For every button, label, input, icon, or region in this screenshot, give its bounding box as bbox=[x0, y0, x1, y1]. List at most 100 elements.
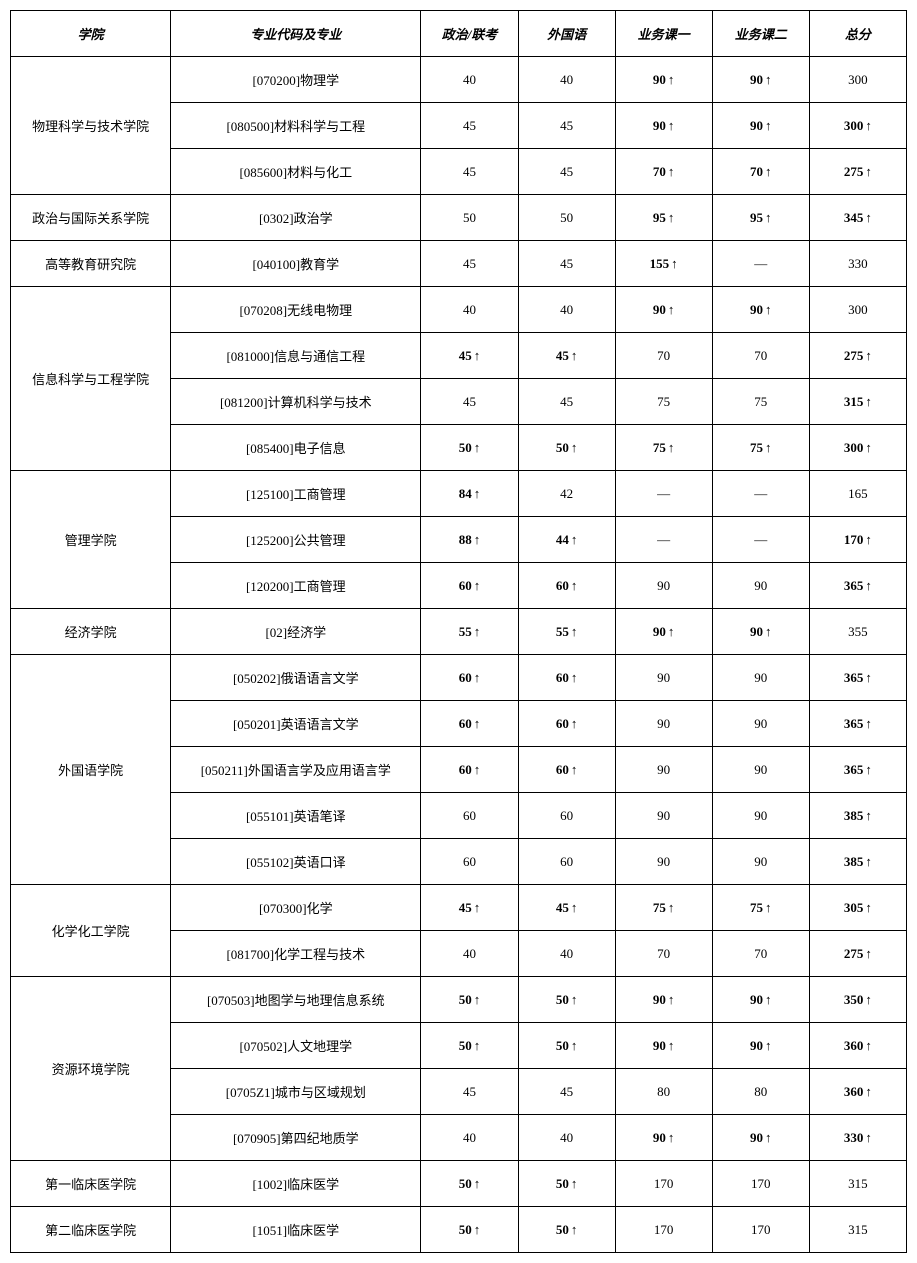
up-arrow-icon: ↑ bbox=[474, 440, 481, 455]
score-course2-value: — bbox=[754, 532, 767, 548]
score-politics-value: 60 bbox=[459, 670, 472, 686]
college-cell: 政治与国际关系学院 bbox=[11, 195, 171, 241]
score-politics-value: 45 bbox=[463, 164, 476, 180]
up-arrow-icon: ↑ bbox=[865, 1084, 872, 1099]
score-foreign: 40 bbox=[518, 57, 615, 103]
score-course2-value: 90 bbox=[754, 854, 767, 870]
score-total-value: 330 bbox=[844, 1130, 864, 1146]
score-course1-value: 90 bbox=[653, 118, 666, 134]
score-politics: 45 bbox=[421, 1069, 518, 1115]
score-course1: 90↑ bbox=[615, 103, 712, 149]
up-arrow-icon: ↑ bbox=[474, 716, 481, 731]
score-foreign-value: 45 bbox=[560, 256, 573, 272]
score-foreign: 60 bbox=[518, 839, 615, 885]
score-foreign: 45 bbox=[518, 379, 615, 425]
table-row: 经济学院[02]经济学55↑55↑90↑90↑355 bbox=[11, 609, 907, 655]
major-cell: [1051]临床医学 bbox=[171, 1207, 421, 1253]
score-total: 365↑ bbox=[809, 701, 906, 747]
college-cell: 信息科学与工程学院 bbox=[11, 287, 171, 471]
up-arrow-icon: ↑ bbox=[571, 762, 578, 777]
score-course1-value: 90 bbox=[657, 808, 670, 824]
score-course2-value: 75 bbox=[754, 394, 767, 410]
score-foreign-value: 50 bbox=[556, 1222, 569, 1238]
score-foreign-value: 60 bbox=[556, 762, 569, 778]
score-politics: 50↑ bbox=[421, 1207, 518, 1253]
score-total: 365↑ bbox=[809, 563, 906, 609]
score-course2-value: 75 bbox=[750, 440, 763, 456]
up-arrow-icon: ↑ bbox=[668, 1130, 675, 1145]
score-course2: 170 bbox=[712, 1161, 809, 1207]
score-course1: 90 bbox=[615, 655, 712, 701]
score-course2-value: — bbox=[754, 486, 767, 502]
score-politics-value: 50 bbox=[459, 1176, 472, 1192]
score-politics-value: 45 bbox=[463, 1084, 476, 1100]
score-politics-value: 40 bbox=[463, 946, 476, 962]
score-foreign: 50↑ bbox=[518, 977, 615, 1023]
table-row: 第二临床医学院[1051]临床医学50↑50↑170170315 bbox=[11, 1207, 907, 1253]
score-foreign: 40 bbox=[518, 287, 615, 333]
score-course1-value: 75 bbox=[653, 440, 666, 456]
score-politics: 60 bbox=[421, 839, 518, 885]
score-total: 360↑ bbox=[809, 1023, 906, 1069]
score-course1: 155↑ bbox=[615, 241, 712, 287]
table-header-row: 学院 专业代码及专业 政治/联考 外国语 业务课一 业务课二 总分 bbox=[11, 11, 907, 57]
score-course1-value: 90 bbox=[653, 1038, 666, 1054]
major-cell: [02]经济学 bbox=[171, 609, 421, 655]
up-arrow-icon: ↑ bbox=[668, 900, 675, 915]
score-foreign-value: 45 bbox=[560, 394, 573, 410]
major-cell: [070503]地图学与地理信息系统 bbox=[171, 977, 421, 1023]
th-college: 学院 bbox=[11, 11, 171, 57]
score-politics: 60↑ bbox=[421, 563, 518, 609]
major-cell: [070208]无线电物理 bbox=[171, 287, 421, 333]
score-course2: 90↑ bbox=[712, 1023, 809, 1069]
score-course1: 75↑ bbox=[615, 885, 712, 931]
score-course2: 95↑ bbox=[712, 195, 809, 241]
score-foreign: 45 bbox=[518, 103, 615, 149]
score-politics-value: 50 bbox=[463, 210, 476, 226]
score-course2-value: 95 bbox=[750, 210, 763, 226]
score-course1: 90 bbox=[615, 701, 712, 747]
up-arrow-icon: ↑ bbox=[765, 900, 772, 915]
up-arrow-icon: ↑ bbox=[668, 72, 675, 87]
up-arrow-icon: ↑ bbox=[571, 1222, 578, 1237]
score-total-value: 315 bbox=[848, 1222, 868, 1238]
score-total: 350↑ bbox=[809, 977, 906, 1023]
up-arrow-icon: ↑ bbox=[765, 1038, 772, 1053]
score-course2-value: 70 bbox=[754, 946, 767, 962]
major-cell: [070200]物理学 bbox=[171, 57, 421, 103]
score-course2-value: — bbox=[754, 256, 767, 272]
score-total: 345↑ bbox=[809, 195, 906, 241]
up-arrow-icon: ↑ bbox=[474, 762, 481, 777]
th-s1: 政治/联考 bbox=[421, 11, 518, 57]
major-cell: [055102]英语口译 bbox=[171, 839, 421, 885]
score-foreign: 45↑ bbox=[518, 333, 615, 379]
score-foreign-value: 44 bbox=[556, 532, 569, 548]
score-total-value: 300 bbox=[848, 302, 868, 318]
score-total-value: 360 bbox=[844, 1084, 864, 1100]
major-cell: [050211]外国语言学及应用语言学 bbox=[171, 747, 421, 793]
score-course1-value: 70 bbox=[653, 164, 666, 180]
college-cell: 第二临床医学院 bbox=[11, 1207, 171, 1253]
score-total-value: 315 bbox=[848, 1176, 868, 1192]
score-total-value: 300 bbox=[848, 72, 868, 88]
score-total-value: 350 bbox=[844, 992, 864, 1008]
up-arrow-icon: ↑ bbox=[865, 900, 872, 915]
score-politics: 60↑ bbox=[421, 655, 518, 701]
up-arrow-icon: ↑ bbox=[571, 716, 578, 731]
up-arrow-icon: ↑ bbox=[571, 900, 578, 915]
up-arrow-icon: ↑ bbox=[765, 302, 772, 317]
score-politics: 45↑ bbox=[421, 333, 518, 379]
score-politics: 45 bbox=[421, 241, 518, 287]
up-arrow-icon: ↑ bbox=[865, 532, 872, 547]
score-course2: — bbox=[712, 241, 809, 287]
score-total-value: 315 bbox=[844, 394, 864, 410]
table-row: 第一临床医学院[1002]临床医学50↑50↑170170315 bbox=[11, 1161, 907, 1207]
college-cell: 物理科学与技术学院 bbox=[11, 57, 171, 195]
up-arrow-icon: ↑ bbox=[671, 256, 678, 271]
score-course2-value: 90 bbox=[754, 808, 767, 824]
up-arrow-icon: ↑ bbox=[474, 532, 481, 547]
score-total: 315↑ bbox=[809, 379, 906, 425]
score-foreign: 55↑ bbox=[518, 609, 615, 655]
score-course2-value: 90 bbox=[754, 716, 767, 732]
score-course2: 90 bbox=[712, 793, 809, 839]
